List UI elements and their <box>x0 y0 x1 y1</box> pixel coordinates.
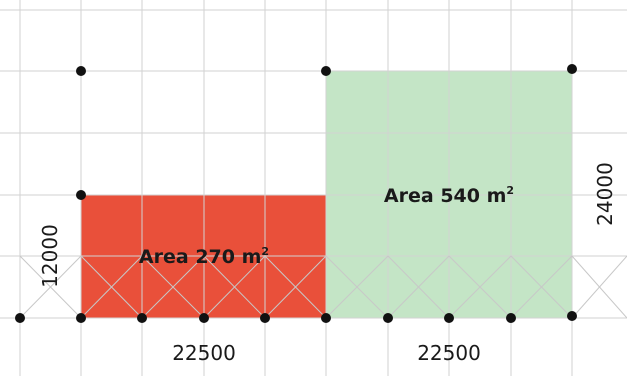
column-node <box>76 66 86 76</box>
cross-bracing <box>19 255 627 319</box>
area-large-label: Area 540 m2 <box>384 184 514 207</box>
dimension-bottom-right: 22500 <box>417 341 481 365</box>
column-node <box>137 313 147 323</box>
brace-diagonal <box>510 255 573 319</box>
column-node <box>567 64 577 74</box>
column-node <box>321 313 331 323</box>
area-small-label: Area 270 m2 <box>139 245 269 268</box>
column-node <box>15 313 25 323</box>
brace-diagonal <box>325 255 389 319</box>
column-node <box>199 313 209 323</box>
column-node <box>444 313 454 323</box>
column-node <box>567 311 577 321</box>
brace-diagonal <box>19 255 82 319</box>
brace-diagonal <box>387 255 450 319</box>
dimension-right-height: 24000 <box>593 162 617 226</box>
column-node <box>506 313 516 323</box>
brace-diagonal <box>141 255 205 319</box>
dimension-bottom-left: 22500 <box>172 341 236 365</box>
column-node <box>76 313 86 323</box>
area-small-superscript: 2 <box>261 245 269 258</box>
column-node <box>383 313 393 323</box>
dimension-left-height: 12000 <box>38 224 62 288</box>
brace-diagonal <box>571 255 627 319</box>
brace-diagonal <box>264 255 327 319</box>
column-node <box>76 190 86 200</box>
area-large-superscript: 2 <box>506 184 514 197</box>
brace-diagonal <box>203 255 266 319</box>
brace-diagonal <box>80 255 143 319</box>
column-nodes <box>15 64 577 323</box>
brace-diagonal <box>448 255 512 319</box>
column-node <box>321 66 331 76</box>
column-node <box>260 313 270 323</box>
